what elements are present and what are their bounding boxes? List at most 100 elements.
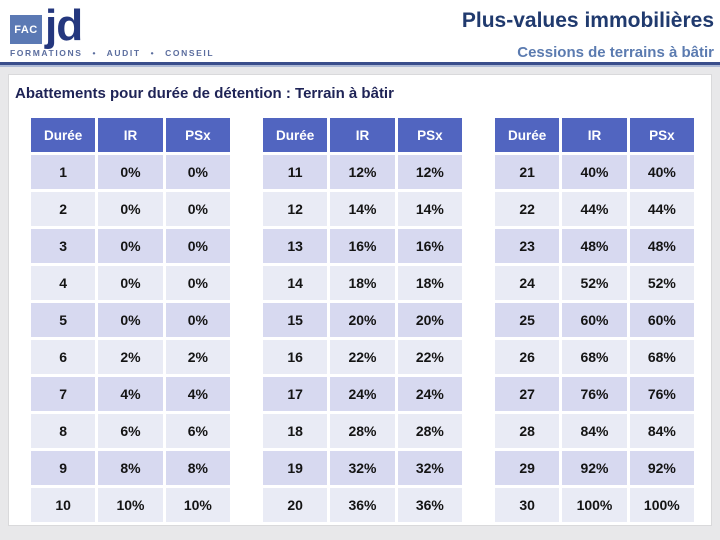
table-cell: 44% [629,192,694,226]
table-cell: 24% [397,377,462,411]
table-row: 11 12% 12% [263,155,462,189]
table-cell: 23 [495,229,560,263]
column-header: PSx [165,118,230,152]
table-cell: 8% [165,451,230,485]
table-cell: 28% [397,414,462,448]
table-cell: 36% [397,488,462,522]
table-cell: 2 [31,192,96,226]
table-cell: 32% [397,451,462,485]
table-cell: 24 [495,266,560,300]
table-cell: 7 [31,377,96,411]
slide-body: Abattements pour durée de détention : Te… [0,67,720,540]
table-cell: 84% [629,414,694,448]
table-cell: 10% [165,488,230,522]
table-cell: 14 [263,266,328,300]
table-row: 14 18% 18% [263,266,462,300]
table-cell: 18% [397,266,462,300]
table-cell: 52% [629,266,694,300]
table-row: 4 0% 0% [31,266,230,300]
table-row: 26 68% 68% [495,340,694,374]
table-row: 12 14% 14% [263,192,462,226]
table-row: 7 4% 4% [31,377,230,411]
table-cell: 92% [629,451,694,485]
table-cell: 84% [562,414,627,448]
table-row: 6 2% 2% [31,340,230,374]
table-cell: 60% [629,303,694,337]
column-header: IR [98,118,163,152]
column-header: IR [330,118,395,152]
table-cell: 10 [31,488,96,522]
slide-title: Plus-values immobilières [461,9,714,32]
table-cell: 14% [330,192,395,226]
abattements-table-1-10: Durée IR PSx 1 0% 0% 2 0% 0% 3 0% 0% 4 0% 0% 5 0% 0% 6 2% 2%… [28,115,233,525]
table-cell: 11 [263,155,328,189]
table-cell: 76% [562,377,627,411]
table-row: 3 0% 0% [31,229,230,263]
table-row: 28 84% 84% [495,414,694,448]
column-header: PSx [397,118,462,152]
table-cell: 17 [263,377,328,411]
table-cell: 18 [263,414,328,448]
table-cell: 60% [562,303,627,337]
table-row: 29 92% 92% [495,451,694,485]
table-row: 10 10% 10% [31,488,230,522]
table-cell: 40% [629,155,694,189]
table-cell: 68% [629,340,694,374]
table-cell: 12% [330,155,395,189]
table-cell: 12 [263,192,328,226]
table-cell: 19 [263,451,328,485]
table-cell: 2% [98,340,163,374]
table-cell: 3 [31,229,96,263]
table-cell: 44% [562,192,627,226]
table-cell: 12% [397,155,462,189]
table-header-row: Durée IR PSx [263,118,462,152]
table-row: 25 60% 60% [495,303,694,337]
table-row: 16 22% 22% [263,340,462,374]
table-row: 2 0% 0% [31,192,230,226]
table-cell: 16% [397,229,462,263]
table-cell: 100% [629,488,694,522]
column-header: Durée [495,118,560,152]
logo-tagline: FORMATIONS • AUDIT • CONSEIL [10,48,215,58]
table-row: 9 8% 8% [31,451,230,485]
table-row: 5 0% 0% [31,303,230,337]
table-cell: 1 [31,155,96,189]
header-divider-line [0,62,720,65]
table-cell: 4% [165,377,230,411]
table-cell: 36% [330,488,395,522]
table-cell: 18% [330,266,395,300]
table-cell: 15 [263,303,328,337]
table-header-row: Durée IR PSx [31,118,230,152]
table-cell: 21 [495,155,560,189]
table-row: 19 32% 32% [263,451,462,485]
table-row: 23 48% 48% [495,229,694,263]
slide-subtitle: Cessions de terrains à bâtir [517,44,714,61]
jd-logo-text: jd [45,1,83,50]
content-card: Abattements pour durée de détention : Te… [8,74,712,526]
header-divider-shadow [0,65,720,67]
table-row: 27 76% 76% [495,377,694,411]
table-cell: 16 [263,340,328,374]
table-cell: 22% [397,340,462,374]
table-row: 20 36% 36% [263,488,462,522]
table-header-row: Durée IR PSx [495,118,694,152]
table-cell: 14% [397,192,462,226]
table-row: 8 6% 6% [31,414,230,448]
table-cell: 52% [562,266,627,300]
table-cell: 0% [165,192,230,226]
column-header: Durée [31,118,96,152]
table-cell: 0% [165,303,230,337]
table-cell: 10% [98,488,163,522]
table-cell: 26 [495,340,560,374]
table-cell: 24% [330,377,395,411]
company-logo: FAC jd FORMATIONS • AUDIT • CONSEIL [10,1,215,58]
table-row: 21 40% 40% [495,155,694,189]
table-row: 13 16% 16% [263,229,462,263]
table-cell: 8% [98,451,163,485]
table-cell: 16% [330,229,395,263]
table-cell: 40% [562,155,627,189]
table-cell: 9 [31,451,96,485]
slide-header-band: FAC jd FORMATIONS • AUDIT • CONSEIL Plus… [0,0,720,62]
abattements-table-21-30: Durée IR PSx 21 40% 40% 22 44% 44% 23 48% 48% 24 52% 5… [492,115,697,525]
table-cell: 4 [31,266,96,300]
